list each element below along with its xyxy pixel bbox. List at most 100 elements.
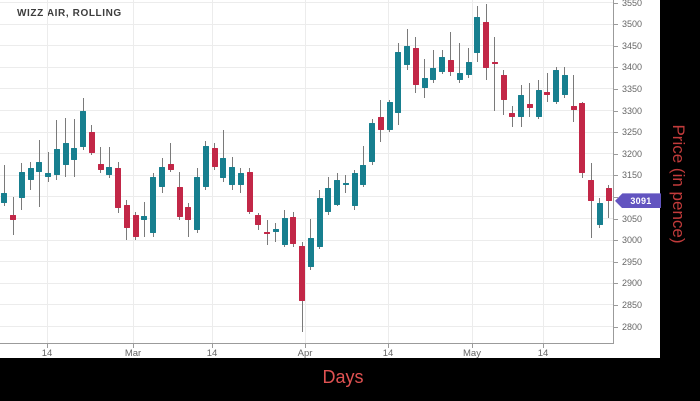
y-tick [614,67,618,69]
y-tick-label: 2900 [622,278,643,289]
h-gridline [0,304,613,306]
x-tick-label: May [463,348,481,359]
candle-up [342,182,349,185]
candle-down [290,216,297,245]
x-tick [133,344,134,348]
candle-down [412,48,419,86]
h-gridline [0,326,613,328]
candle-down [500,75,507,100]
candle-down [115,168,122,208]
y-tick [614,88,618,90]
candle-up [220,157,227,178]
candle-wick [573,75,575,122]
candle-down [570,106,577,110]
y-tick-label: 3250 [622,127,643,138]
last-price-label: 3091 [630,195,652,206]
candle-down [123,204,130,228]
candle-down [299,245,306,301]
plot-area: WIZZ AIR, ROLLING [0,0,614,344]
candle-wick [3,164,5,207]
candle-wick [608,184,610,219]
x-tick-label: 14 [537,348,549,359]
h-gridline [0,174,613,176]
candle-up [62,142,69,166]
candle-down [491,61,498,64]
candle-down [264,231,271,234]
candle-up [141,215,148,220]
h-gridline [0,153,613,155]
candle-up [53,149,60,175]
y-tick-label: 3050 [622,213,643,224]
candle-up [36,161,43,172]
candle-up [456,72,463,80]
candle-up [1,192,8,204]
y-tick [614,24,618,26]
candle-up [430,68,437,80]
candle-up [45,172,52,177]
candle-up [281,217,288,245]
candle-wick [494,37,496,111]
h-gridline [0,88,613,90]
y-tick-label: 2850 [622,299,643,310]
candle-wick [459,43,461,84]
candle-wick [222,130,224,182]
candle-down [377,117,384,131]
candle-up [553,69,560,102]
x-tick-label: 14 [41,348,53,359]
x-tick [388,344,389,348]
candle-up [106,166,113,175]
y-tick [614,196,618,198]
candle-up [316,198,323,247]
h-gridline [0,66,613,68]
h-gridline [0,261,613,263]
candle-up [535,89,542,117]
y-tick [614,45,618,47]
y-tick [614,132,618,134]
candle-up [360,165,367,185]
chart-title: WIZZ AIR, ROLLING [17,8,122,19]
candle-up [518,95,525,117]
candle-down [605,188,612,201]
y-axis-title: Price (in pence) [669,124,688,244]
candle-up [465,61,472,76]
candle-wick [38,139,40,207]
last-price-marker: 3091 [615,193,661,209]
candle-up [325,188,332,212]
h-gridline [0,282,613,284]
y-tick-label: 2950 [622,256,643,267]
y-tick-label: 3200 [622,148,643,159]
candle-wick [546,73,548,102]
v-gridline [388,0,389,343]
x-tick-label: 14 [206,348,218,359]
candle-up [351,173,358,207]
y-tick-label: 3550 [622,0,643,8]
candle-down [132,214,139,237]
candle-wick [170,142,172,172]
v-gridline [543,0,544,343]
candle-up [27,168,34,180]
candle-wick [529,83,531,117]
y-tick-label: 3350 [622,83,643,94]
v-gridline [47,0,48,343]
y-tick-label: 3400 [622,62,643,73]
y-tick-label: 3450 [622,40,643,51]
y-tick [614,2,618,4]
candle-up [369,122,376,162]
h-gridline [0,45,613,47]
y-tick [614,218,618,220]
h-gridline [0,23,613,25]
candle-down [246,171,253,212]
y-tick [614,326,618,328]
y-tick [614,175,618,177]
y-tick [614,261,618,263]
candle-up [421,78,428,89]
candle-up [395,51,402,114]
h-gridline [0,239,613,241]
candle-up [561,75,568,96]
x-tick [305,344,306,348]
candle-down [588,179,595,202]
h-gridline [0,2,613,4]
v-gridline [212,0,213,343]
candle-up [202,146,209,187]
